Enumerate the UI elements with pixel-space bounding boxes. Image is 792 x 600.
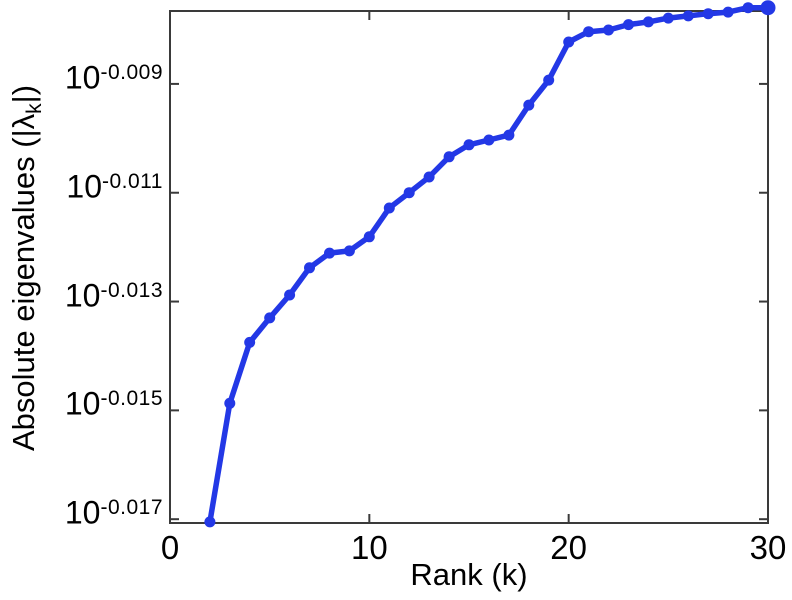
- y-tick-base: 10: [64, 386, 101, 423]
- y-tick-label: 10-0.009: [30, 60, 163, 94]
- y-tick-label: 10-0.017: [30, 495, 163, 529]
- data-point-marker: [702, 8, 714, 20]
- data-point-marker: [343, 245, 355, 257]
- data-point-marker: [642, 16, 654, 28]
- plot-frame: [169, 10, 769, 524]
- eigenvalue-line: [207, 4, 771, 525]
- data-point-marker: [563, 36, 575, 48]
- y-tick-base: 10: [64, 494, 101, 531]
- y-axis-label-subscript: k: [23, 103, 47, 114]
- data-point-marker: [423, 171, 435, 183]
- y-tick-base: 10: [64, 59, 101, 96]
- x-tick-label: 30: [749, 529, 787, 566]
- data-point-marker: [722, 6, 734, 18]
- y-tick-label: 10-0.015: [30, 386, 163, 420]
- data-point-marker: [543, 74, 555, 86]
- data-point-marker: [623, 19, 634, 31]
- data-point-marker: [324, 247, 335, 259]
- x-tick-label: 10: [350, 529, 388, 566]
- y-tick-exponent: -0.011: [102, 169, 163, 193]
- data-point-marker: [463, 139, 475, 151]
- data-point-marker: [383, 202, 395, 214]
- data-point-marker: [583, 26, 595, 38]
- x-tick-label: 20: [550, 529, 588, 566]
- data-point-marker: [603, 24, 614, 36]
- y-tick-base: 10: [66, 168, 102, 205]
- y-tick-exponent: -0.015: [100, 387, 163, 411]
- data-point-marker: [483, 134, 495, 146]
- data-point-marker: [503, 129, 515, 141]
- data-point-marker: [523, 99, 535, 111]
- data-point-marker: [264, 312, 276, 324]
- y-tick-exponent: -0.017: [100, 496, 163, 520]
- data-point-marker: [760, 0, 776, 16]
- data-point-marker: [363, 231, 375, 243]
- y-tick-label: 10-0.013: [30, 277, 163, 314]
- data-point-marker: [403, 187, 415, 199]
- data-point-marker: [204, 516, 216, 528]
- y-tick-label: 10-0.011: [30, 168, 163, 205]
- data-point-marker: [284, 289, 296, 301]
- data-point-marker: [742, 2, 754, 14]
- x-tick-label: 0: [160, 529, 180, 566]
- data-point-marker: [244, 336, 256, 348]
- y-tick-base: 10: [64, 277, 101, 314]
- data-point-marker: [304, 262, 315, 274]
- data-point-marker: [682, 10, 694, 22]
- x-axis-label: Rank (k): [410, 557, 528, 592]
- data-point-marker: [443, 151, 455, 163]
- y-tick-exponent: -0.013: [100, 278, 163, 302]
- data-point-marker: [662, 12, 674, 24]
- data-point-marker: [224, 397, 236, 409]
- y-tick-exponent: -0.009: [100, 60, 163, 84]
